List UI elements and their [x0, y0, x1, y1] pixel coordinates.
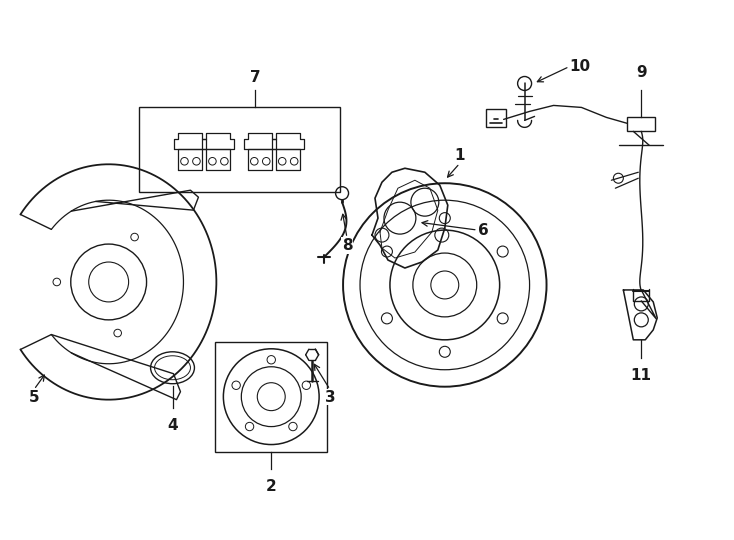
Text: 6: 6	[478, 222, 488, 238]
Text: 11: 11	[631, 368, 652, 383]
Text: 10: 10	[570, 59, 591, 74]
Text: 9: 9	[636, 65, 647, 80]
Text: 1: 1	[454, 148, 465, 163]
Text: 5: 5	[29, 390, 39, 404]
Bar	[628, 117, 655, 131]
Bar	[215, 342, 327, 451]
Circle shape	[258, 383, 286, 410]
Bar	[486, 110, 506, 127]
Text: 4: 4	[167, 417, 178, 433]
Text: 8: 8	[342, 238, 352, 253]
Circle shape	[431, 271, 459, 299]
Text: 7: 7	[250, 71, 261, 85]
Text: 3: 3	[324, 390, 335, 404]
Text: 2: 2	[266, 480, 277, 495]
Bar	[139, 107, 340, 192]
